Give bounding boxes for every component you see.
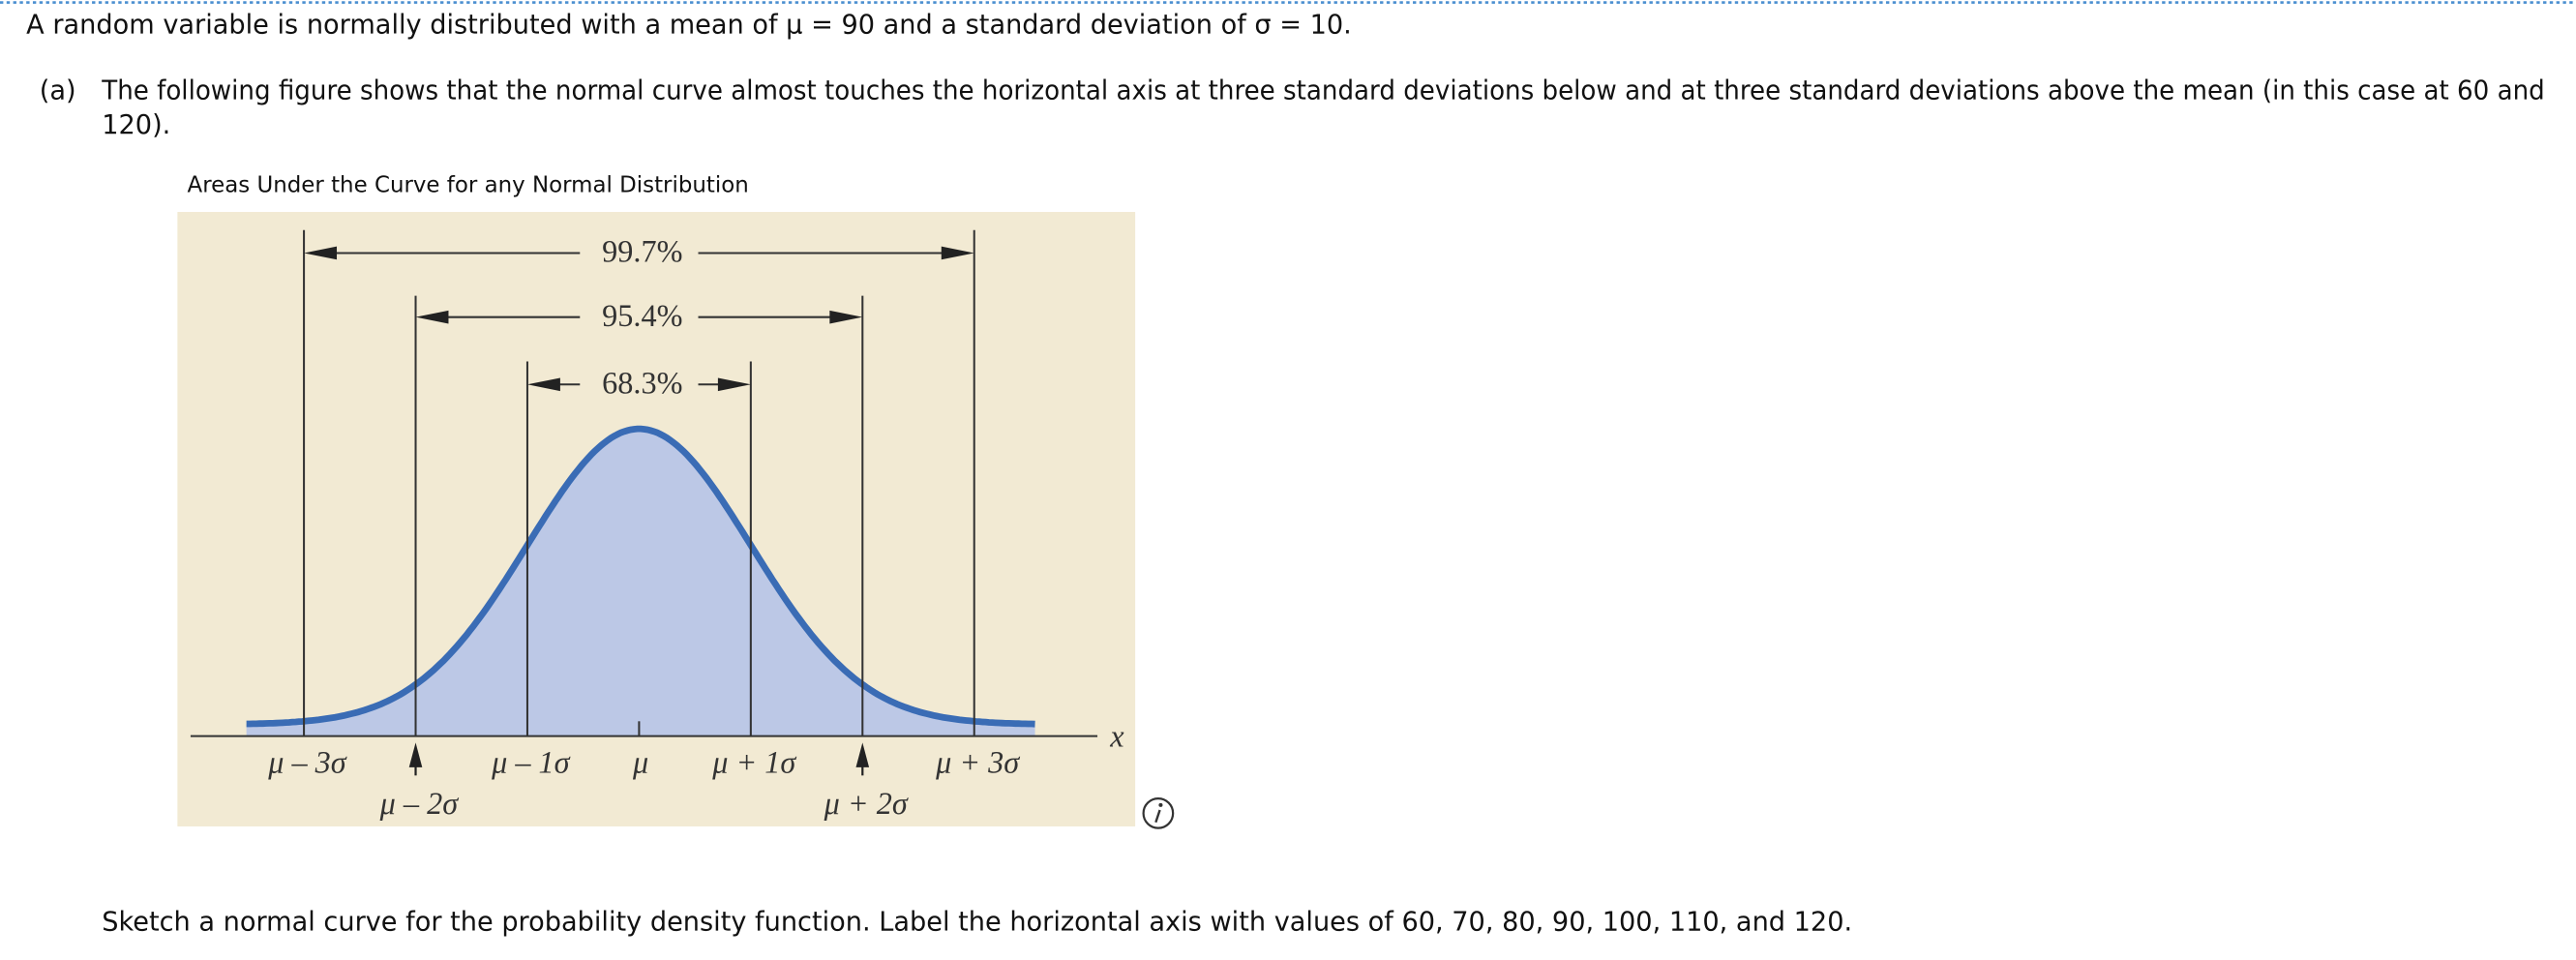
interval-label: 95.4%: [602, 298, 682, 333]
arrowhead: [526, 377, 560, 392]
tick-label: μ + 3σ: [935, 745, 1020, 780]
info-circle[interactable]: [1142, 796, 1175, 829]
tick-label: μ – 2σ: [379, 786, 460, 821]
arrowhead: [717, 377, 751, 392]
arrowhead: [304, 246, 338, 260]
arrowhead: [941, 246, 974, 260]
instruction: Sketch a normal curve for the probabilit…: [102, 908, 1852, 938]
tick-label: μ – 3σ: [267, 745, 347, 780]
problem-statement: A random variable is normally distribute…: [26, 11, 1352, 41]
info-icon[interactable]: [1142, 796, 1175, 829]
tick-label: μ + 2σ: [824, 786, 909, 821]
interval-label: 99.7%: [602, 234, 682, 269]
tick-label: μ: [632, 745, 648, 780]
interval-label: 68.3%: [602, 365, 682, 400]
curve-area: [246, 429, 1035, 736]
figure: x 99.7% 95.4% 68.3% μ – 3σ μ – 2σ μ – 1σ μ μ + 1…: [177, 212, 1136, 826]
part-text: 120).: [102, 110, 170, 140]
arrowhead: [855, 742, 870, 767]
part-text: The following figure shows that the norm…: [101, 76, 2544, 106]
arrowhead: [829, 310, 863, 324]
part-label: (a): [40, 76, 76, 106]
info-stem[interactable]: [1154, 809, 1161, 824]
figure-title: Areas Under the Curve for any Normal Dis…: [188, 172, 749, 197]
arrowhead: [415, 310, 449, 324]
info-dot[interactable]: [1158, 802, 1163, 807]
tick-label: μ – 1σ: [491, 745, 571, 780]
curve: [246, 425, 1035, 728]
tick-label: μ + 1σ: [711, 745, 796, 780]
arrowhead: [408, 742, 423, 767]
axis-label: x: [1109, 718, 1124, 753]
